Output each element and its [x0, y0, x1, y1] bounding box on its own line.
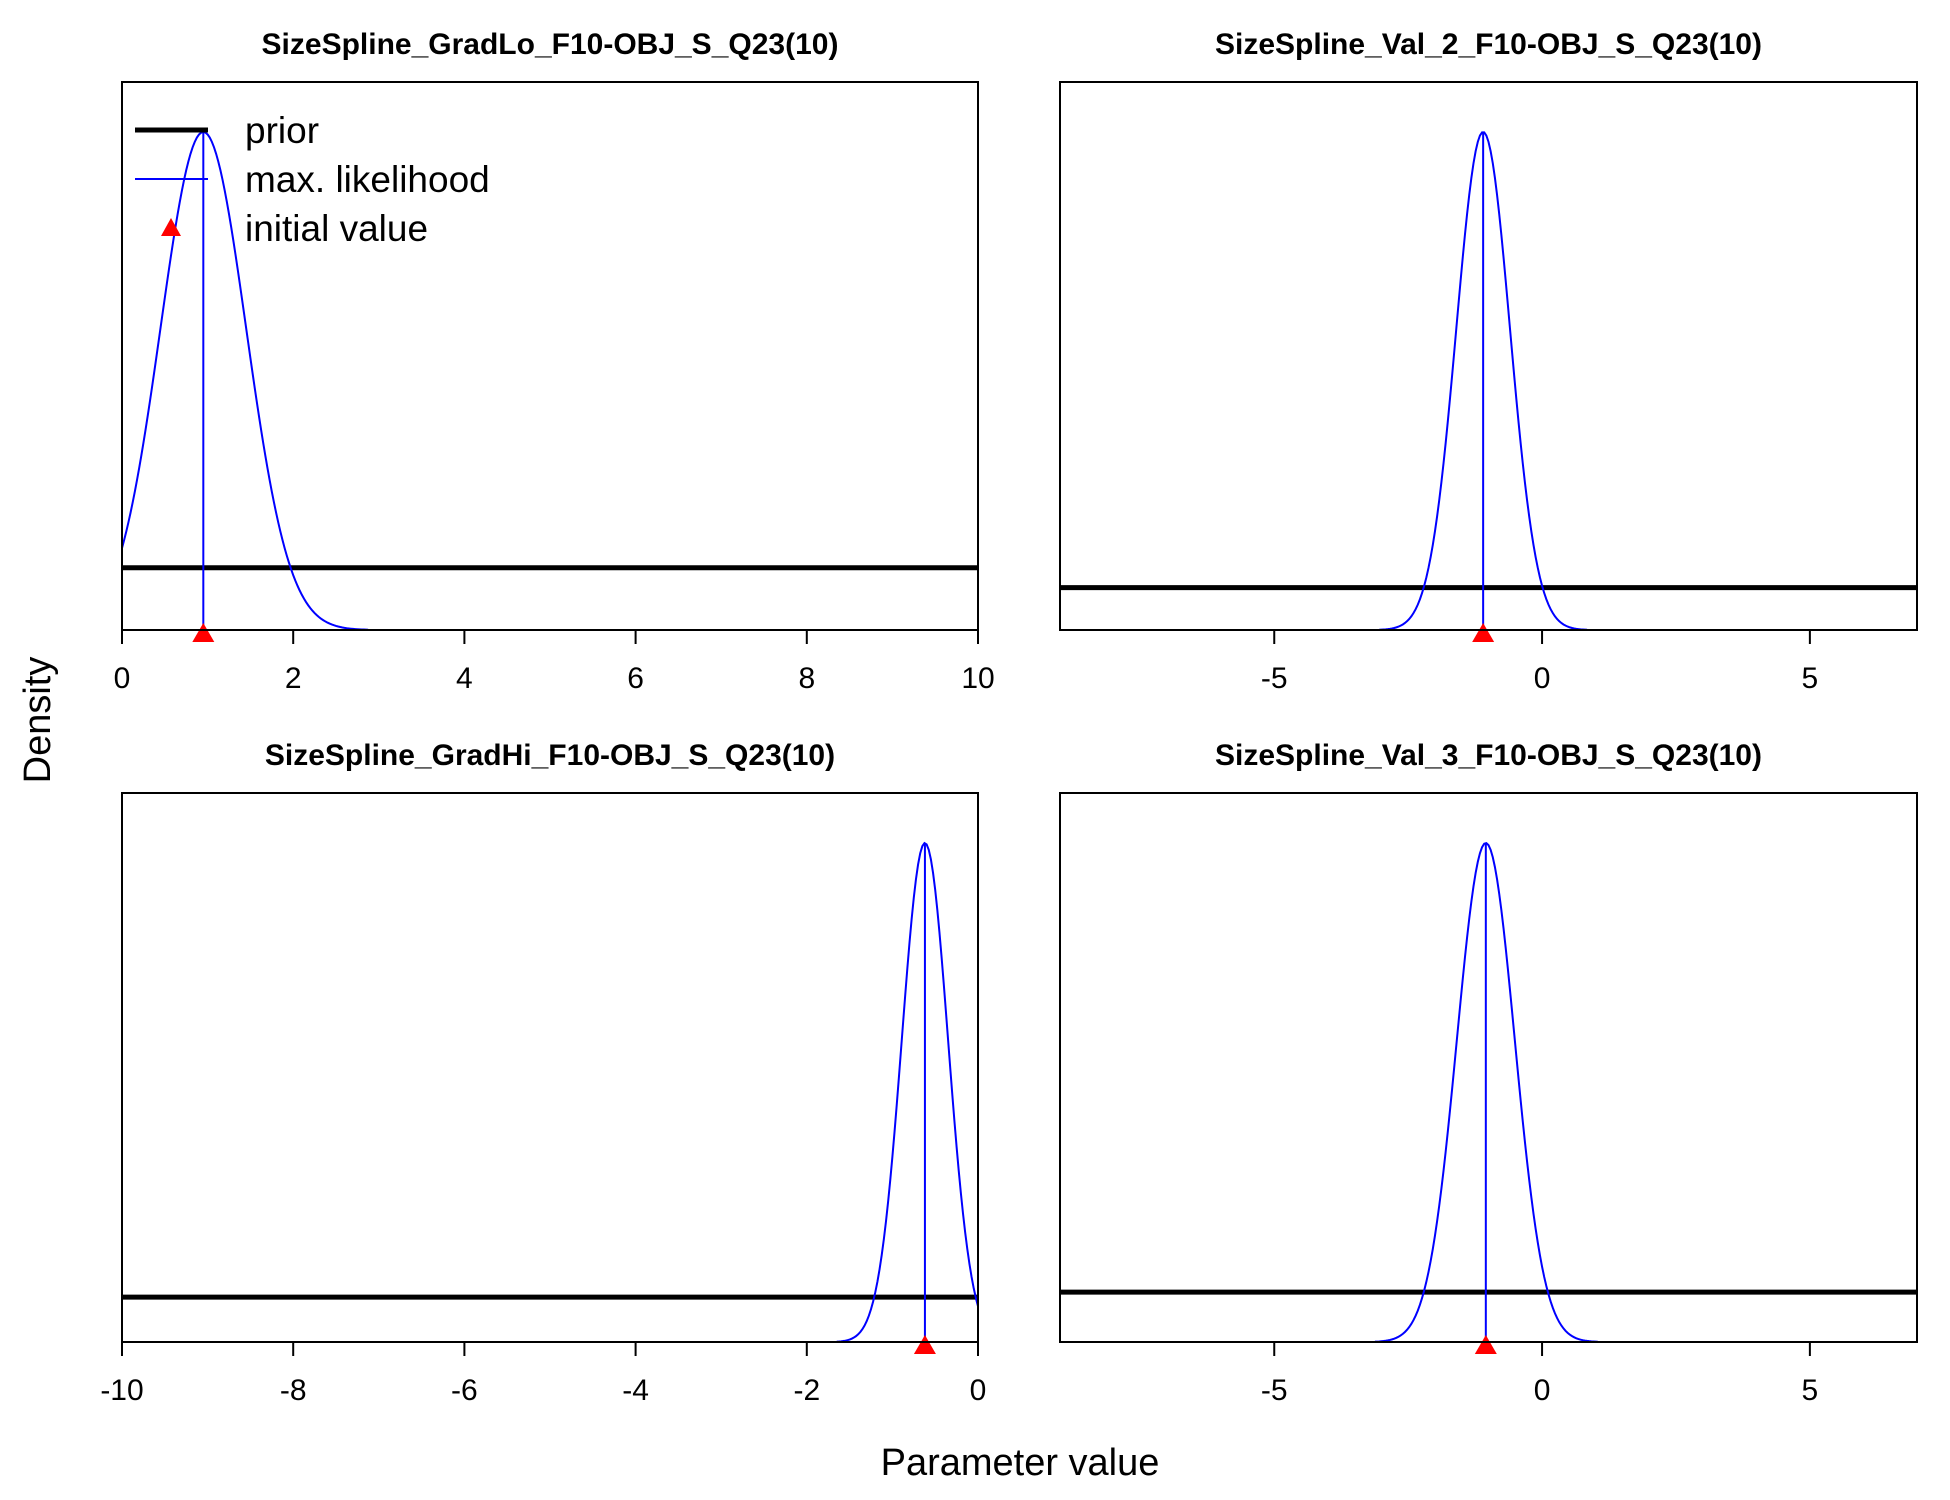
legend-label: initial value: [245, 208, 428, 249]
panels: SizeSpline_GradLo_F10-OBJ_S_Q23(10) 0 2 4 6 8…: [100, 28, 1918, 1407]
panel-title: SizeSpline_GradHi_F10-OBJ_S_Q23(10): [265, 739, 835, 772]
initial-value-marker: [1472, 623, 1495, 642]
legend-label: max. likelihood: [245, 159, 490, 200]
initial-value-marker: [913, 1335, 936, 1354]
panel-frame: [121, 81, 979, 631]
x-tick-label: 8: [798, 662, 815, 695]
x-tick-label: 5: [1802, 1374, 1819, 1407]
panel-frame: [1059, 81, 1918, 631]
y-axis-title: Density: [17, 657, 59, 784]
x-tick-label: -5: [1261, 1374, 1288, 1407]
x-tick-label: 0: [970, 1374, 987, 1407]
x-tick-label: 0: [1534, 662, 1551, 695]
panel-2: SizeSpline_Val_2_F10-OBJ_S_Q23(10) -5 0 5: [1059, 28, 1918, 695]
x-tick-label: -8: [280, 1374, 307, 1407]
mle-density-curve: [122, 130, 369, 630]
x-tick-label: 0: [114, 662, 131, 695]
x-tick-label: 6: [627, 662, 644, 695]
initial-value-marker: [1474, 1335, 1497, 1354]
x-tick-label: 2: [285, 662, 302, 695]
panel-1: SizeSpline_GradLo_F10-OBJ_S_Q23(10) 0 2 4 6 8…: [114, 28, 995, 695]
x-tick-label: 0: [1534, 1374, 1551, 1407]
panel-3: SizeSpline_GradHi_F10-OBJ_S_Q23(10) -10 -8…: [100, 739, 986, 1407]
panel-4: SizeSpline_Val_3_F10-OBJ_S_Q23(10) -5 0 5: [1059, 739, 1918, 1407]
panel-title: SizeSpline_GradLo_F10-OBJ_S_Q23(10): [262, 28, 839, 61]
x-tick-label: 4: [456, 662, 473, 695]
x-tick-label: -5: [1261, 662, 1288, 695]
x-axis-title: Parameter value: [881, 1442, 1160, 1484]
x-tick-label: -2: [793, 1374, 820, 1407]
panel-frame: [121, 792, 979, 1343]
x-tick-label: 5: [1802, 662, 1819, 695]
panel-title: SizeSpline_Val_2_F10-OBJ_S_Q23(10): [1215, 28, 1762, 61]
x-tick-label: -6: [451, 1374, 478, 1407]
x-tick-label: 10: [961, 662, 994, 695]
x-tick-label: -4: [622, 1374, 649, 1407]
panel-title: SizeSpline_Val_3_F10-OBJ_S_Q23(10): [1215, 739, 1762, 772]
initial-value-marker: [192, 623, 215, 642]
legend-initial-swatch: [161, 218, 181, 236]
mle-density-curve: [836, 841, 978, 1342]
legend-label: prior: [245, 110, 319, 151]
x-tick-label: -10: [100, 1374, 143, 1407]
panel-frame: [1059, 792, 1918, 1343]
